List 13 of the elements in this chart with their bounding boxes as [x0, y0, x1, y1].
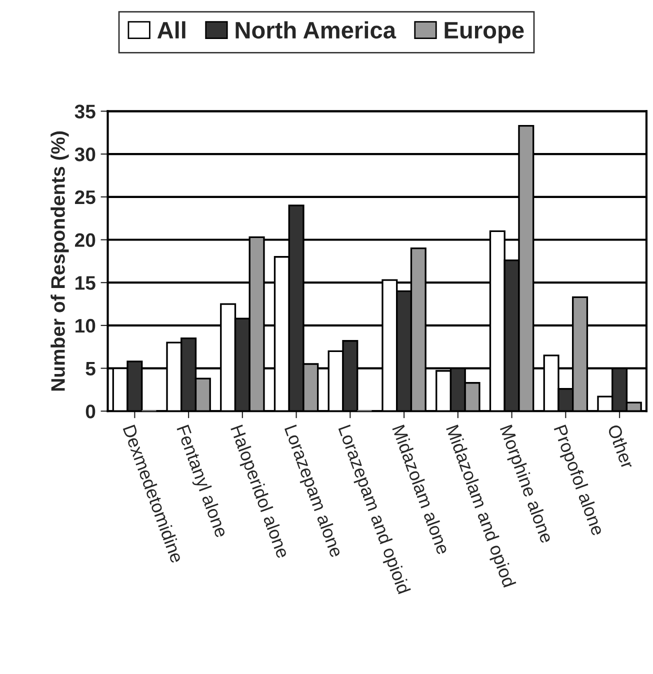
y-tick-label: 25	[74, 190, 96, 204]
y-tick-label: 10	[76, 318, 96, 333]
y-tick-label: 35	[74, 104, 96, 118]
y-axis-title: Number of Respondents (%)	[50, 131, 69, 391]
y-tick-label: 0	[86, 404, 96, 418]
y-tick-label: 20	[74, 233, 96, 247]
legend-label: All	[157, 21, 186, 38]
legend-label: North America	[236, 21, 396, 39]
x-tick-label: Other	[607, 424, 635, 470]
y-tick-label: 5	[86, 362, 96, 376]
y-tick-label: 30	[74, 148, 96, 162]
y-tick-label: 15	[76, 276, 96, 290]
legend-label: Europe	[444, 22, 524, 44]
